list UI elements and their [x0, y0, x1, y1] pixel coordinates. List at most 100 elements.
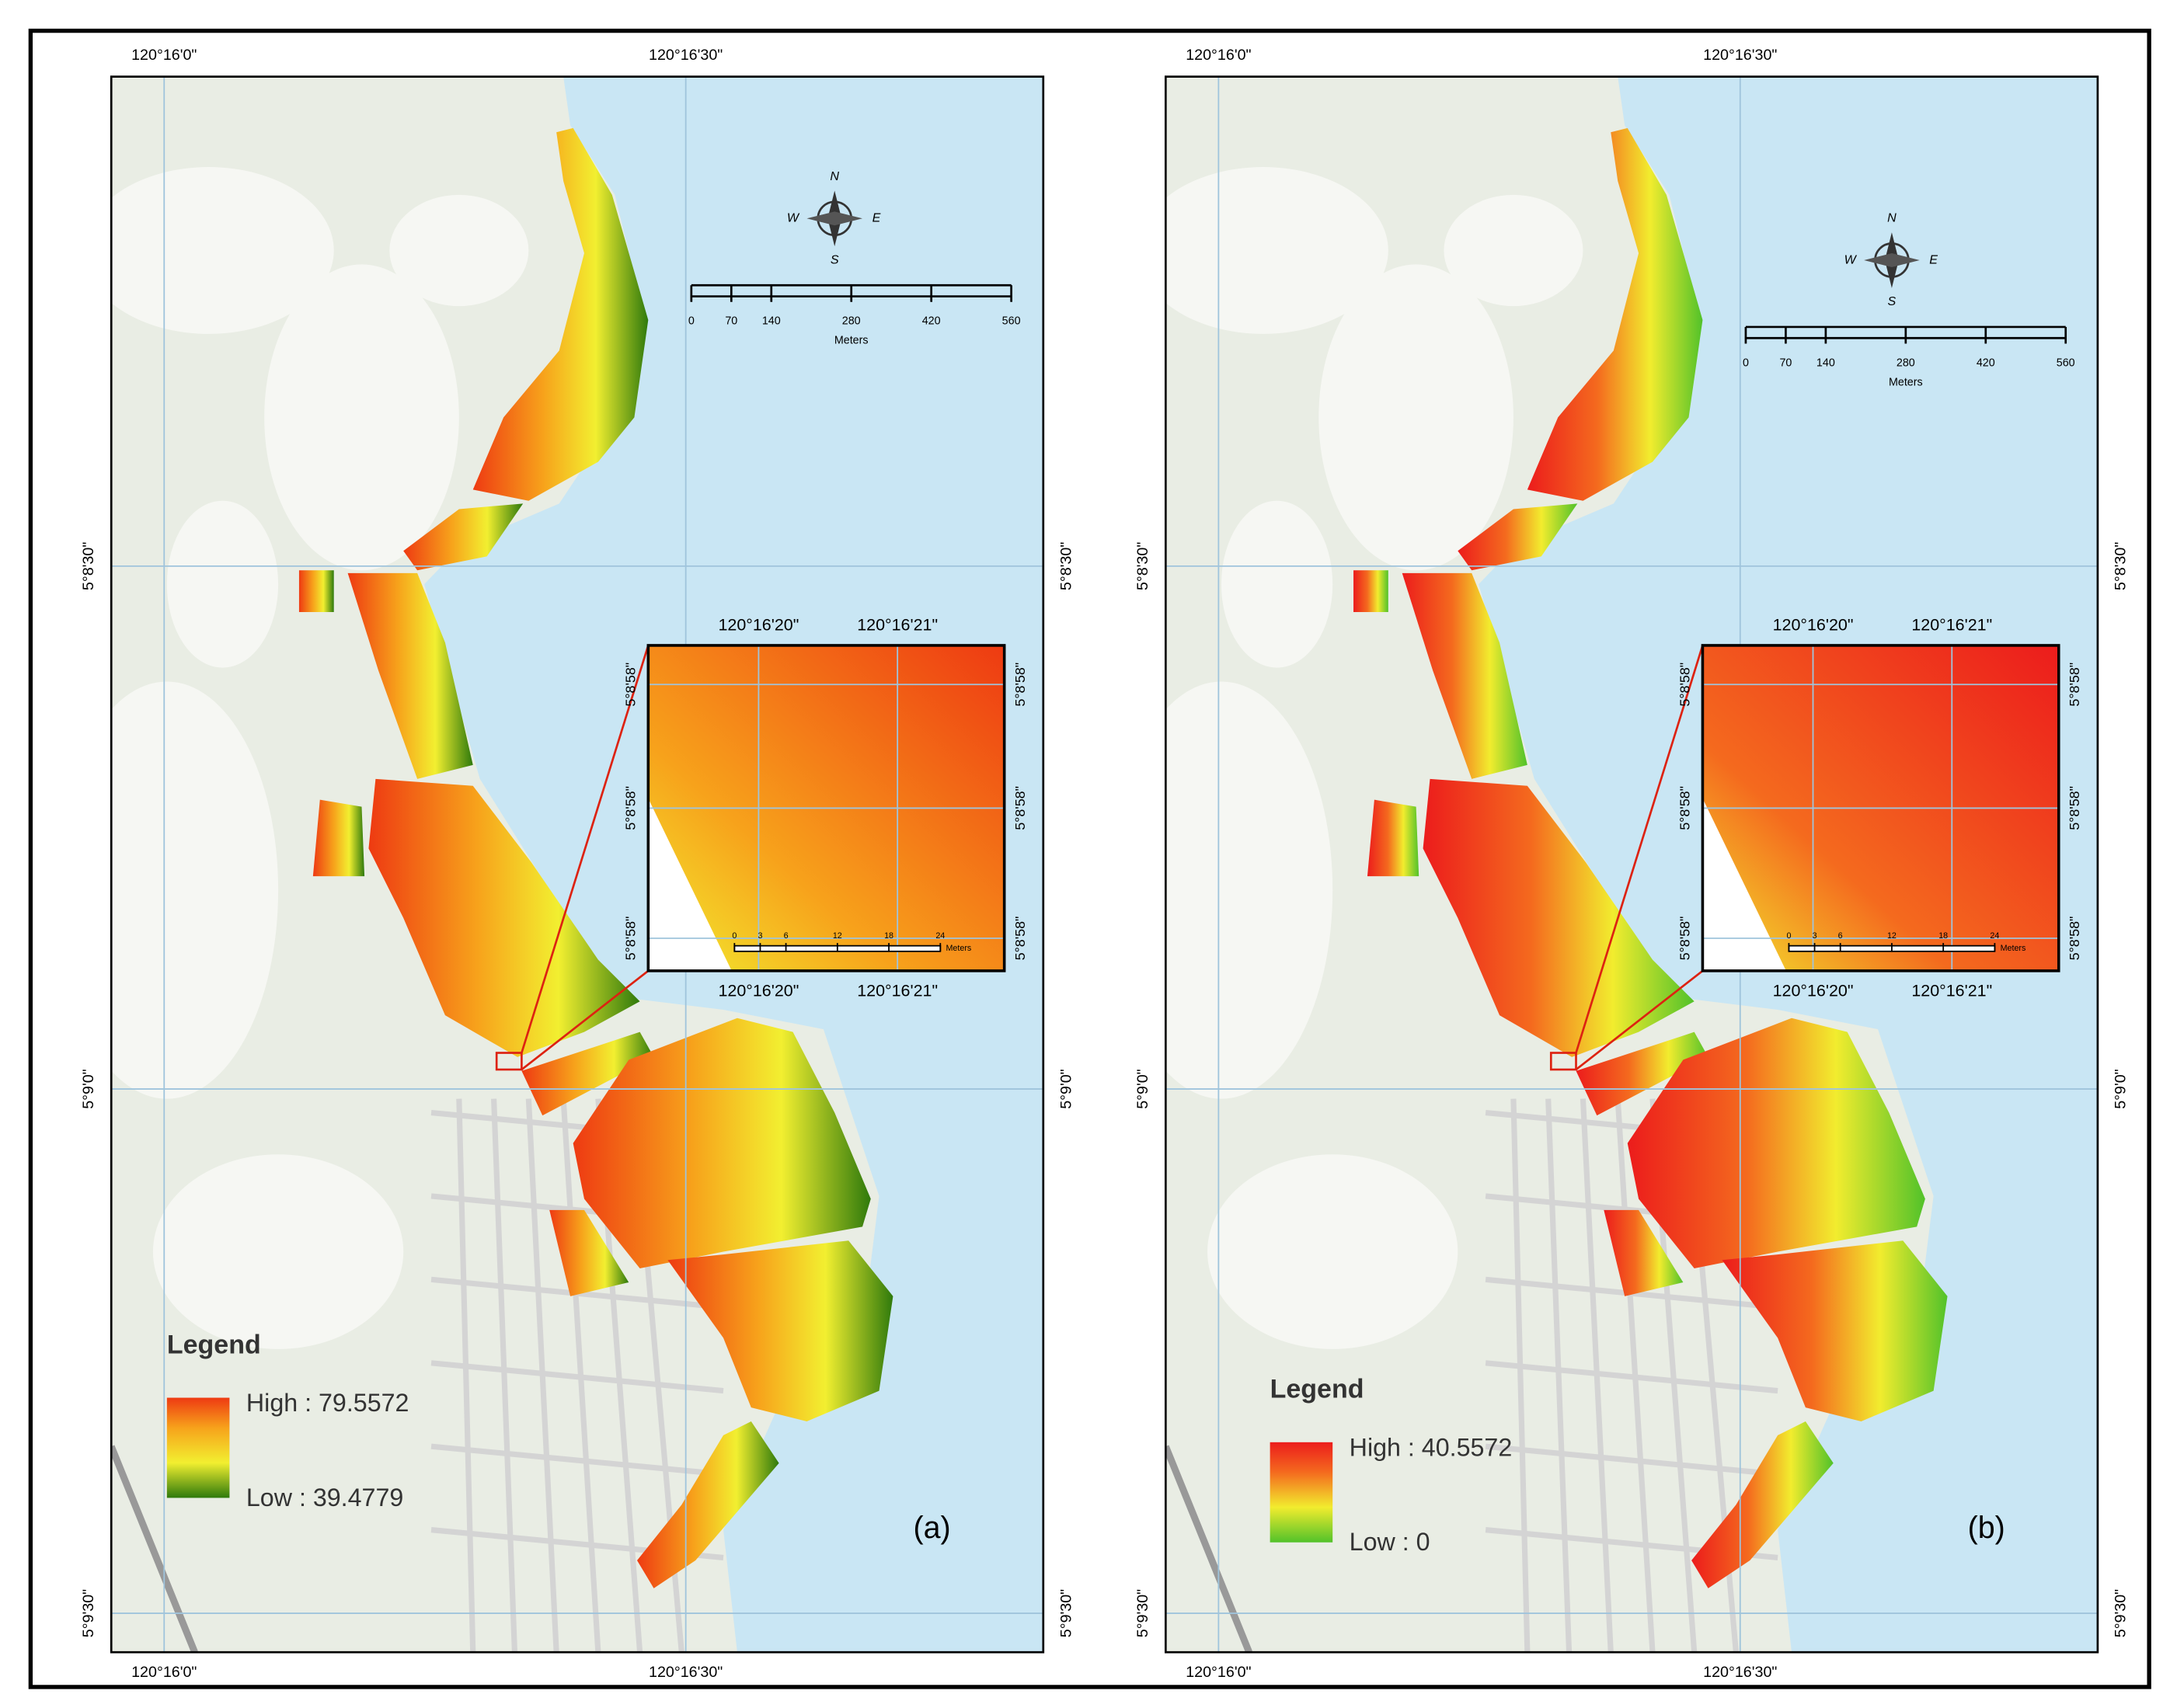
- mangrove-area: [573, 1017, 871, 1269]
- graticule-label: 120°16'0": [131, 47, 197, 64]
- scale-label: 140: [1816, 357, 1835, 369]
- road: [491, 1098, 518, 1653]
- graticule-label: 120°16'0": [1186, 47, 1251, 64]
- inset-scale-label: 0: [1786, 931, 1791, 941]
- land-patch: [264, 264, 459, 571]
- compass-label: S: [831, 252, 839, 266]
- graticule-label: 120°16'0": [1186, 1664, 1251, 1681]
- land-patch: [1165, 167, 1388, 334]
- graticule-label: 120°16'0": [131, 1664, 197, 1681]
- compass-label: S: [1888, 294, 1897, 308]
- mangrove-area: [667, 1240, 893, 1421]
- inset-land: [648, 798, 732, 971]
- inset-label: 5°8'58": [2067, 917, 2082, 961]
- legend-low: Low : 39.4779: [246, 1484, 403, 1511]
- inset-scale-label: 12: [833, 931, 842, 941]
- inset-frame: [646, 644, 1006, 972]
- road: [1485, 1443, 1778, 1477]
- land-patch: [1207, 1154, 1458, 1349]
- inset-scale-label: 6: [1838, 931, 1843, 941]
- inset-scale-unit: Meters: [2001, 944, 2026, 953]
- inset-label: 120°16'20": [1773, 981, 1854, 1000]
- land-patch: [389, 194, 529, 307]
- highway: [111, 1445, 198, 1653]
- inset-label: 120°16'20": [718, 981, 799, 1000]
- legend-low: Low : 0: [1350, 1528, 1430, 1556]
- inset-scale-label: 3: [1813, 931, 1817, 941]
- graticule-label: 5°9'30": [1134, 1589, 1151, 1637]
- graticule-label: 120°16'30": [1703, 1664, 1777, 1681]
- graticule-label: 5°8'30": [80, 542, 97, 590]
- inset-label: 5°8'58": [1012, 917, 1028, 961]
- land-patch: [166, 500, 279, 668]
- inset-scale-label: 24: [935, 931, 945, 941]
- mangrove-area: [298, 570, 334, 612]
- compass-label: E: [1929, 252, 1938, 266]
- legend-ramp: [1270, 1442, 1333, 1543]
- scale-label: 560: [2057, 357, 2075, 369]
- scale-label: 420: [1977, 357, 1995, 369]
- inset-label: 120°16'20": [1773, 616, 1854, 635]
- inset-label: 5°8'58": [2067, 786, 2082, 830]
- panel-label: (b): [1968, 1511, 2005, 1545]
- legend-ramp: [166, 1397, 230, 1498]
- map-panel: 120°16'0" 120°16'0" 120°16'30" 120°16'30" 5°…: [80, 47, 1075, 1681]
- mangrove-area: [1576, 1031, 1708, 1116]
- inset-label: 5°8'58": [1677, 663, 1693, 707]
- mangrove-area: [521, 1031, 654, 1116]
- mangrove-area: [1691, 1421, 1834, 1588]
- map-frame: [110, 75, 1045, 1654]
- scale-unit: Meters: [1889, 376, 1923, 388]
- graticule-label: 5°9'0": [80, 1069, 97, 1108]
- inset-scale-label: 18: [1938, 931, 1948, 941]
- legend-title: Legend: [167, 1330, 261, 1359]
- mangrove-area: [1367, 799, 1419, 877]
- graticule-label: 5°9'0": [1134, 1069, 1151, 1108]
- compass: [806, 211, 863, 226]
- map-panel: 120°16'0" 120°16'0" 120°16'30" 120°16'30" 5°…: [1134, 47, 2130, 1681]
- locator-box: [495, 1052, 523, 1071]
- inset-label: 120°16'21": [1911, 981, 1992, 1000]
- inset-scale-label: 24: [1990, 931, 1999, 941]
- inset-label: 5°8'58": [623, 917, 639, 961]
- legend-high: High : 79.5572: [246, 1389, 409, 1417]
- inset-label: 120°16'21": [857, 616, 938, 635]
- panel-label: (a): [913, 1511, 950, 1545]
- scale-label: 280: [1897, 357, 1915, 369]
- inset-scale-label: 18: [884, 931, 893, 941]
- inset-label: 5°8'58": [1677, 786, 1693, 830]
- inset-label: 5°8'58": [1012, 786, 1028, 830]
- inset-label: 120°16'21": [1911, 616, 1992, 635]
- mangrove-area: [403, 503, 524, 571]
- locator-line: [521, 969, 650, 1071]
- graticule-label: 5°8'30": [1057, 542, 1075, 590]
- land-patch: [111, 681, 279, 1099]
- scale-label: 0: [1743, 357, 1749, 369]
- mangrove-area: [1423, 778, 1695, 1057]
- inset-label: 120°16'20": [718, 616, 799, 635]
- scale-label: 70: [725, 315, 737, 328]
- compass-label: W: [787, 211, 800, 225]
- scale-label: 0: [688, 315, 695, 328]
- mangrove-area: [1627, 1017, 1925, 1269]
- inset-scale-label: 12: [1887, 931, 1897, 941]
- map-frame: [1164, 75, 2099, 1654]
- graticule-label: 5°9'30": [2113, 1589, 2130, 1637]
- compass-label: N: [830, 169, 839, 183]
- land-patch: [111, 167, 334, 334]
- road: [456, 1098, 476, 1653]
- mangrove-area: [1604, 1209, 1684, 1296]
- scale-label: 420: [922, 315, 941, 328]
- scale-label: 280: [842, 315, 861, 328]
- graticule-label: 120°16'30": [649, 47, 723, 64]
- road: [1545, 1098, 1573, 1653]
- mangrove-area: [636, 1421, 779, 1588]
- locator-box: [1549, 1052, 1577, 1071]
- mangrove-area: [312, 799, 365, 877]
- graticule-label: 5°8'30": [1134, 542, 1151, 590]
- inset-land: [1702, 798, 1786, 971]
- mangrove-area: [1722, 1240, 1948, 1421]
- mangrove-area: [1527, 127, 1703, 501]
- graticule-label: 5°9'30": [1057, 1589, 1075, 1637]
- graticule-label: 5°9'0": [2113, 1069, 2130, 1108]
